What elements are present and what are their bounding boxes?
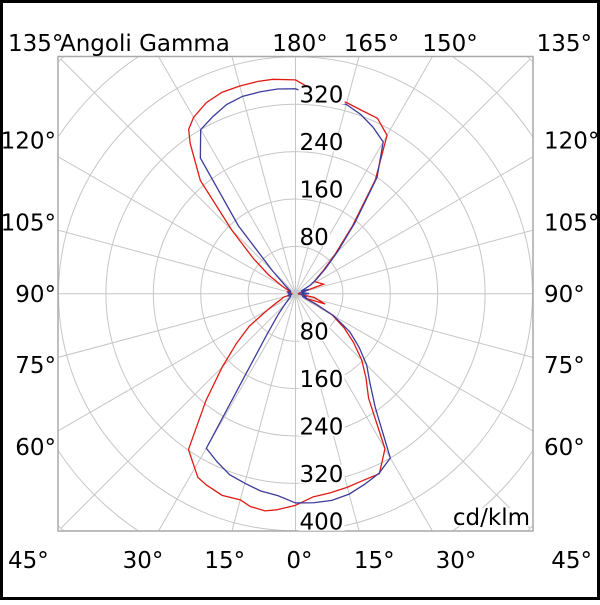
outer-border <box>0 0 600 600</box>
